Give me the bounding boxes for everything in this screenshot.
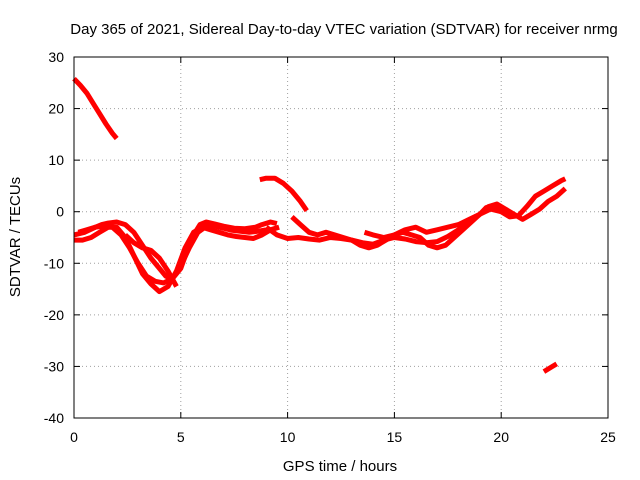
x-tick-label: 25 (600, 429, 616, 445)
y-tick-label: 0 (56, 204, 64, 220)
plot-frame (73, 56, 609, 419)
series-track-8 (290, 186, 567, 251)
x-tick-label: 0 (70, 429, 78, 445)
y-tick-label: 30 (48, 49, 64, 65)
series-track-6 (259, 175, 309, 213)
x-tick-label: 5 (177, 429, 185, 445)
y-tick-label: 10 (48, 152, 64, 168)
data-series (72, 76, 567, 374)
x-tick-label: 10 (280, 429, 296, 445)
axis-ticks (73, 56, 609, 419)
y-tick-label: -20 (44, 307, 64, 323)
y-tick-label: -40 (44, 410, 64, 426)
y-tick-label: -10 (44, 255, 64, 271)
x-axis-label: GPS time / hours (283, 458, 397, 475)
series-track-5 (123, 233, 179, 288)
series-track-7 (264, 176, 567, 247)
y-tick-labels: -40 -30 -20 -10 0 10 20 30 (44, 49, 64, 426)
chart-title: Day 365 of 2021, Sidereal Day-to-day VTE… (70, 21, 617, 38)
x-tick-labels: 0 5 10 15 20 25 (70, 429, 616, 445)
x-tick-label: 20 (493, 429, 509, 445)
x-tick-label: 15 (387, 429, 403, 445)
series-track-1 (72, 76, 119, 141)
series-track-9 (363, 206, 502, 240)
y-axis-label: SDTVAR / TECUs (7, 177, 24, 297)
y-tick-label: -30 (44, 358, 64, 374)
y-tick-label: 20 (48, 101, 64, 117)
series-track-10 (542, 361, 558, 374)
